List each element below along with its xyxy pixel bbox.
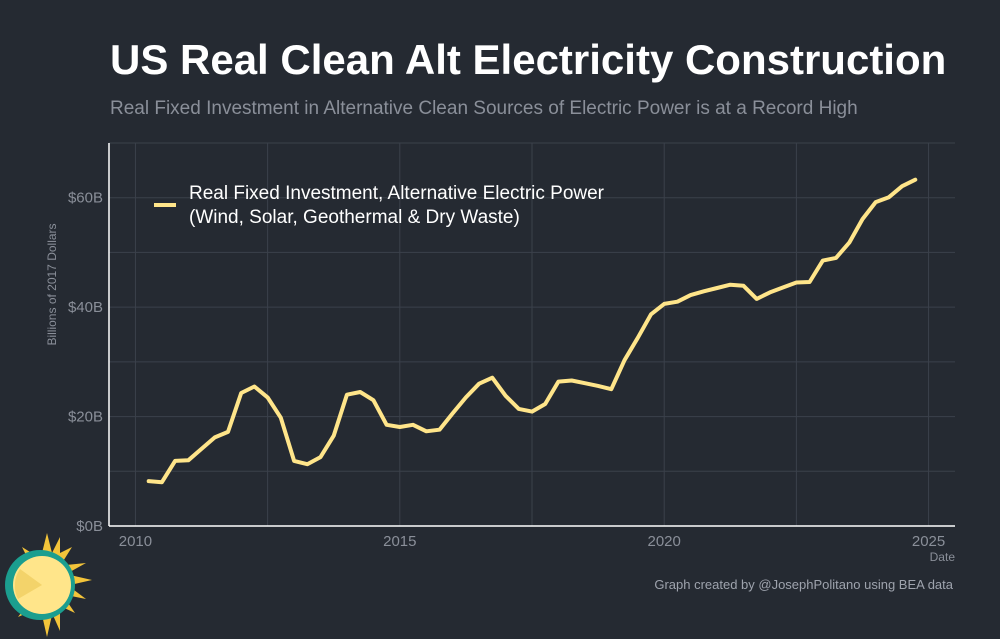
y-tick-label: $20B: [68, 409, 103, 426]
source-caption: Graph created by @JosephPolitano using B…: [654, 577, 953, 592]
y-tick-label: $40B: [68, 299, 103, 316]
y-tick-label: $60B: [68, 190, 103, 207]
legend-label: (Wind, Solar, Geothermal & Dry Waste): [189, 207, 520, 228]
x-axis-label: Date: [930, 550, 956, 564]
x-tick-label: 2015: [383, 533, 416, 550]
chart-subtitle: Real Fixed Investment in Alternative Cle…: [110, 98, 858, 119]
series-line: [146, 177, 918, 485]
y-axis-label: Billions of 2017 Dollars: [45, 223, 59, 345]
legend-label: Real Fixed Investment, Alternative Elect…: [189, 183, 605, 204]
y-tick-label: $0B: [76, 518, 103, 535]
x-tick-label: 2010: [119, 533, 152, 550]
x-tick-label: 2025: [912, 533, 945, 550]
sun-logo-icon: [5, 533, 92, 637]
x-tick-label: 2020: [648, 533, 681, 550]
chart-title: US Real Clean Alt Electricity Constructi…: [110, 36, 947, 83]
